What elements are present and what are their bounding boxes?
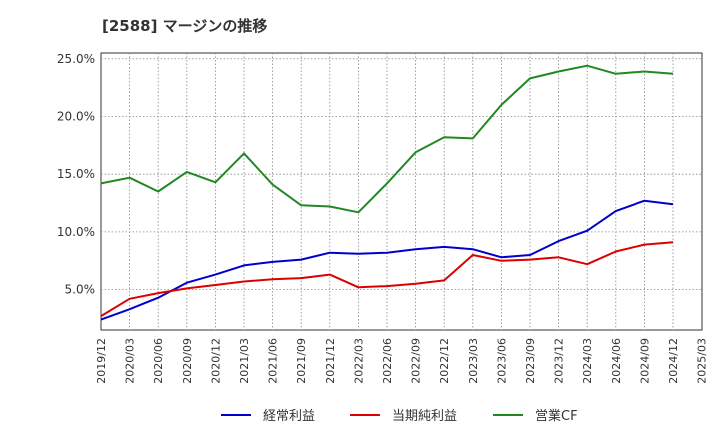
- y-axis-ticks: 5.0% 10.0% 15.0% 20.0% 25.0%: [57, 52, 95, 297]
- legend: 経常利益 当期純利益 営業CF: [221, 408, 578, 424]
- x-tick-label: 2020/03: [124, 338, 137, 384]
- x-tick-label: 2019/12: [95, 338, 108, 384]
- x-tick-label: 2021/09: [295, 338, 308, 384]
- x-tick-label: 2021/06: [267, 338, 280, 384]
- x-tick-label: 2022/12: [438, 338, 451, 384]
- legend-label: 当期純利益: [392, 409, 457, 424]
- x-tick-label: 2022/03: [352, 338, 365, 384]
- y-tick-label: 5.0%: [65, 283, 96, 297]
- x-tick-label: 2020/09: [181, 338, 194, 384]
- x-tick-label: 2025/03: [696, 338, 709, 384]
- x-tick-label: 2021/03: [238, 338, 251, 384]
- y-tick-label: 20.0%: [57, 109, 95, 123]
- x-tick-label: 2020/12: [209, 338, 222, 384]
- x-axis-ticks: 2019/12 2020/03 2020/06 2020/09 2020/12 2021/…: [95, 338, 709, 384]
- x-tick-label: 2022/06: [381, 338, 394, 384]
- x-tick-label: 2020/06: [152, 338, 165, 384]
- y-tick-label: 15.0%: [57, 167, 95, 181]
- legend-label: 経常利益: [263, 409, 315, 424]
- x-tick-label: 2024/09: [638, 338, 651, 384]
- x-tick-label: 2024/06: [610, 338, 623, 384]
- series-line-0: [100, 199, 674, 321]
- y-tick-label: 10.0%: [57, 225, 95, 239]
- series-line-2: [100, 64, 674, 214]
- chart-title: [2588] マージンの推移: [102, 17, 267, 35]
- x-tick-label: 2023/06: [495, 338, 508, 384]
- x-tick-label: 2024/12: [667, 338, 680, 384]
- series-line-1: [100, 241, 674, 317]
- gridlines: [101, 53, 702, 330]
- x-tick-label: 2023/03: [467, 338, 480, 384]
- y-tick-label: 25.0%: [57, 52, 95, 66]
- x-tick-label: 2023/12: [553, 338, 566, 384]
- plot-area: [100, 52, 703, 331]
- x-tick-label: 2023/09: [524, 338, 537, 384]
- legend-label: 営業CF: [535, 408, 578, 424]
- series-lines: [100, 64, 674, 321]
- x-tick-label: 2024/03: [581, 338, 594, 384]
- x-tick-label: 2021/12: [324, 338, 337, 384]
- x-tick-label: 2022/09: [410, 338, 423, 384]
